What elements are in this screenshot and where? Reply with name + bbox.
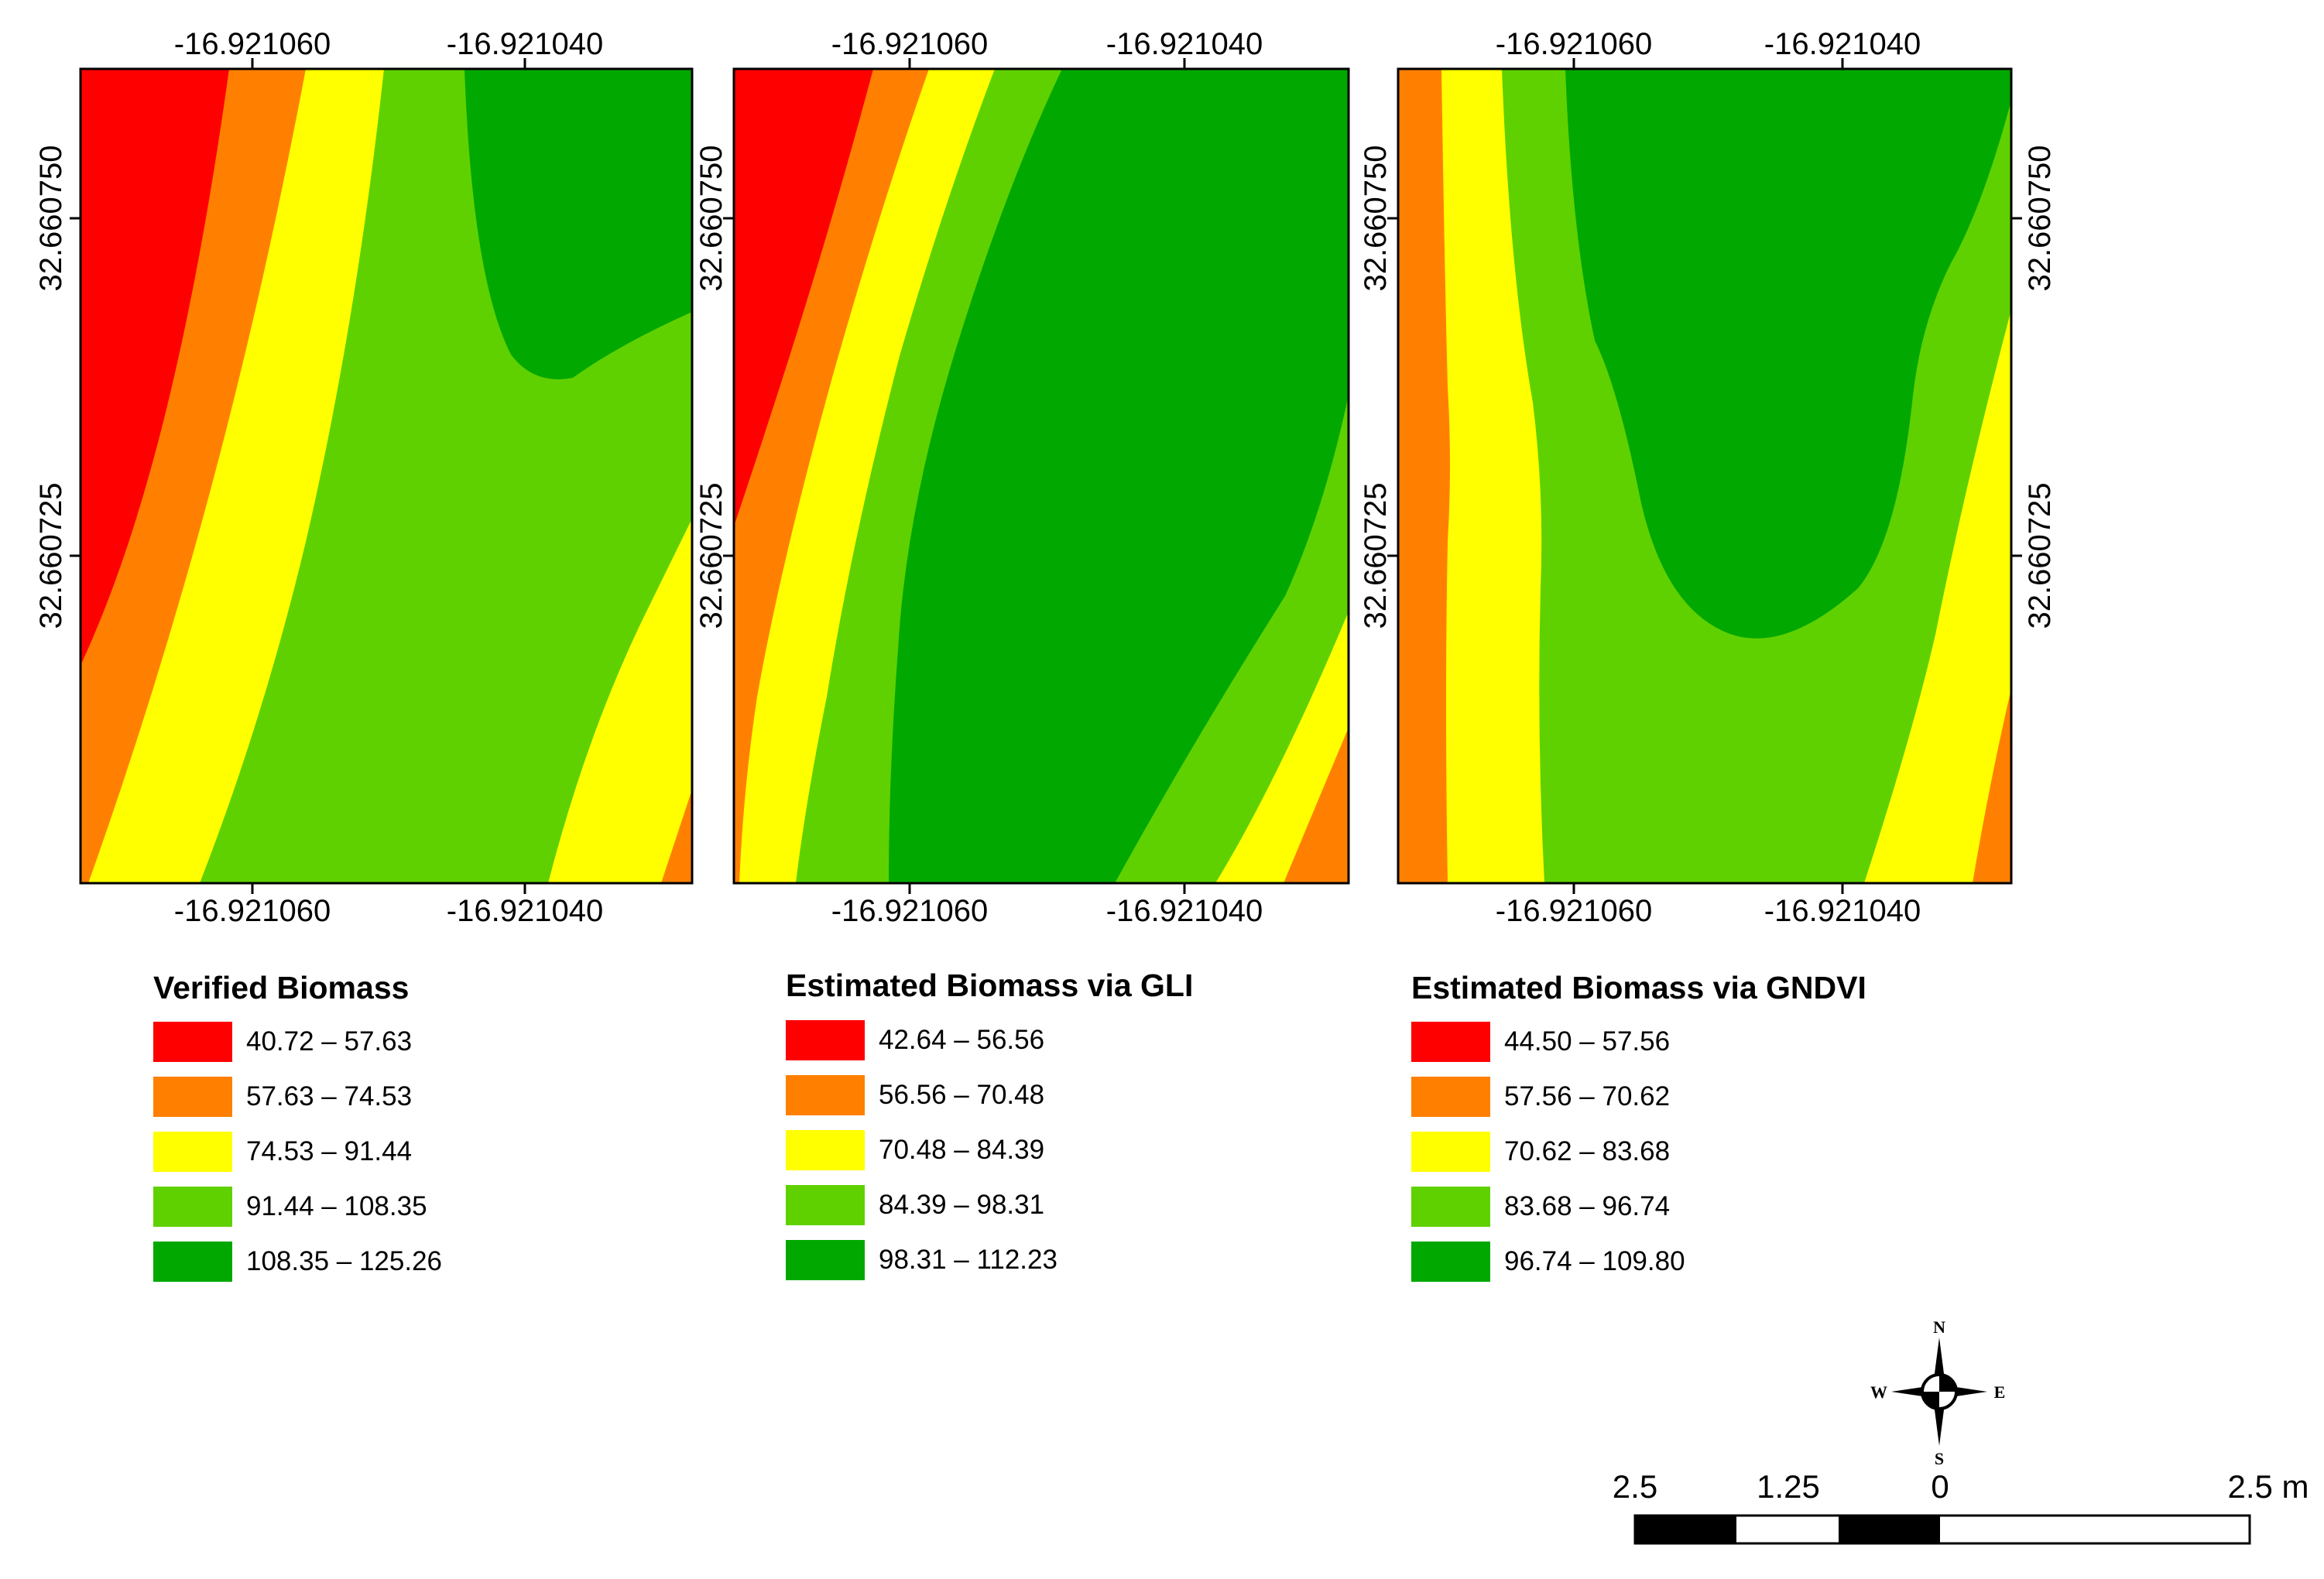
map-verified-zone-red <box>81 69 229 666</box>
north-arrow-icon: N S E W <box>1870 1317 2005 1468</box>
legend-swatch <box>786 1130 865 1170</box>
legend-label: 96.74 – 109.80 <box>1504 1246 1685 1276</box>
legend-swatch <box>1411 1022 1490 1062</box>
map-gndvi-top-tick-2: -16.921040 <box>1764 27 1921 61</box>
map-verified-zone-orange-corner <box>661 790 692 883</box>
map-gndvi-right-tick-1: 32.660750 <box>2023 145 2057 291</box>
map-verified-bottom-tick-1: -16.921060 <box>174 894 331 928</box>
map-gndvi-left-tick-2: 32.660725 <box>1359 482 1393 629</box>
legend-item: 108.35 – 125.26 <box>153 1242 442 1282</box>
map-verified-frame <box>79 67 694 885</box>
legend-swatch <box>153 1242 232 1282</box>
legend-item: 56.56 – 70.48 <box>786 1075 1044 1115</box>
map-gndvi-right-tick-2: 32.660725 <box>2023 482 2057 629</box>
map-verified-bottom-tick-2: -16.921040 <box>447 894 603 928</box>
scale-label-right: 2.5 m <box>2227 1468 2309 1505</box>
map-gli-bottom-tick-2: -16.921040 <box>1106 894 1263 928</box>
legend-item: 70.62 – 83.68 <box>1411 1132 1670 1172</box>
legend-item: 96.74 – 109.80 <box>1411 1242 1685 1282</box>
map-gli-top-tick-1: -16.921060 <box>831 27 988 61</box>
legend-swatch <box>1411 1077 1490 1117</box>
map-gli-left-tick-2: 32.660725 <box>694 482 728 629</box>
legend-label: 83.68 – 96.74 <box>1504 1191 1671 1221</box>
legend-label: 108.35 – 125.26 <box>246 1246 443 1276</box>
map-gndvi-bottom-tick-1: -16.921060 <box>1496 894 1652 928</box>
legend-swatch <box>153 1022 232 1062</box>
compass-w: W <box>1870 1382 1887 1402</box>
legend-title: Estimated Biomass via GNDVI <box>1411 970 1866 1005</box>
legend-item: 42.64 – 56.56 <box>786 1020 1044 1060</box>
map-verified-zone-yellow-right <box>548 519 692 883</box>
map-gndvi-zone-dark-green <box>1565 69 2011 639</box>
legend-item: 57.56 – 70.62 <box>1411 1077 1670 1117</box>
map-gndvi-ticks <box>1387 58 2022 894</box>
map-gndvi-left-tick-1: 32.660750 <box>1359 145 1393 291</box>
compass-s: S <box>1935 1449 1944 1468</box>
legend-label: 44.50 – 57.56 <box>1504 1026 1671 1057</box>
map-verified-top-tick-1: -16.921060 <box>174 27 331 61</box>
map-gndvi: -16.921060 -16.921040 -16.921060 -16.921… <box>1359 27 2057 928</box>
legend-swatch <box>153 1187 232 1227</box>
map-gli-left-tick-1: 32.660750 <box>694 145 728 291</box>
map-verified-left-tick-2: 32.660725 <box>34 482 68 629</box>
map-verified-zone-dark-green <box>464 69 692 379</box>
map-gndvi-zone-orange-left <box>1398 69 1450 883</box>
compass-n: N <box>1933 1317 1945 1337</box>
legend-label: 40.72 – 57.63 <box>246 1026 413 1057</box>
map-verified-left-tick-1: 32.660750 <box>34 145 68 291</box>
legend-swatch <box>153 1077 232 1117</box>
legend-label: 84.39 – 98.31 <box>879 1190 1045 1220</box>
legend-item: 98.31 – 112.23 <box>786 1240 1057 1280</box>
map-gndvi-bottom-tick-2: -16.921040 <box>1764 894 1921 928</box>
legend-swatch <box>1411 1132 1490 1172</box>
legend-title: Verified Biomass <box>153 970 410 1005</box>
legend-label: 98.31 – 112.23 <box>879 1245 1057 1275</box>
scale-bar: 2.5 1.25 0 2.5 m <box>1613 1468 2309 1545</box>
map-gli: -16.921060 -16.921040 -16.921060 -16.921… <box>694 27 1350 928</box>
map-gli-top-tick-2: -16.921040 <box>1106 27 1263 61</box>
legend-item: 91.44 – 108.35 <box>153 1187 427 1227</box>
legend-swatch <box>1411 1187 1490 1227</box>
scale-label-mid: 1.25 <box>1757 1468 1820 1505</box>
legend-item: 74.53 – 91.44 <box>153 1132 412 1172</box>
map-gndvi-top-tick-1: -16.921060 <box>1496 27 1652 61</box>
legend-label: 74.53 – 91.44 <box>246 1136 413 1166</box>
map-gndvi-zone-yellow-right <box>1864 310 2011 883</box>
compass-e: E <box>1994 1382 2006 1402</box>
legend-item: 40.72 – 57.63 <box>153 1022 412 1062</box>
legend-label: 57.56 – 70.62 <box>1504 1081 1671 1111</box>
legend-swatch <box>786 1240 865 1280</box>
map-verified-top-tick-2: -16.921040 <box>447 27 603 61</box>
map-gli-zone-red <box>734 69 873 526</box>
legend-label: 42.64 – 56.56 <box>879 1025 1045 1055</box>
legend-title: Estimated Biomass via GLI <box>786 968 1194 1003</box>
legend-label: 70.48 – 84.39 <box>879 1135 1045 1165</box>
legend-swatch <box>786 1020 865 1060</box>
legend-swatch <box>786 1075 865 1115</box>
legend-swatch <box>1411 1242 1490 1282</box>
map-gli-frame <box>732 67 1350 885</box>
legend-item: 44.50 – 57.56 <box>1411 1022 1670 1062</box>
map-gli-bottom-tick-1: -16.921060 <box>831 894 988 928</box>
legend-item: 57.63 – 74.53 <box>153 1077 412 1117</box>
legend-label: 91.44 – 108.35 <box>246 1191 427 1221</box>
map-gndvi-zone-orange-right <box>1973 689 2011 883</box>
map-gndvi-frame <box>1397 67 2013 885</box>
legend-label: 70.62 – 83.68 <box>1504 1136 1671 1166</box>
map-verified-ticks <box>70 58 526 894</box>
legend-swatch <box>153 1132 232 1172</box>
legend-item: 83.68 – 96.74 <box>1411 1187 1670 1227</box>
map-gli-ticks <box>723 58 1186 894</box>
legend-item: 70.48 – 84.39 <box>786 1130 1044 1170</box>
map-gli-zone-orange-corner <box>1284 728 1349 883</box>
scale-label-zero: 0 <box>1931 1468 1949 1505</box>
scale-label-left: 2.5 <box>1613 1468 1657 1505</box>
legend-swatch <box>786 1185 865 1225</box>
legend-label: 57.63 – 74.53 <box>246 1081 413 1111</box>
legend-label: 56.56 – 70.48 <box>879 1080 1045 1110</box>
map-gndvi-zone-red-strip <box>1398 69 1407 883</box>
map-verified: -16.921060 -16.921040 -16.921060 -16.921… <box>34 27 694 928</box>
legend-item: 84.39 – 98.31 <box>786 1185 1044 1225</box>
